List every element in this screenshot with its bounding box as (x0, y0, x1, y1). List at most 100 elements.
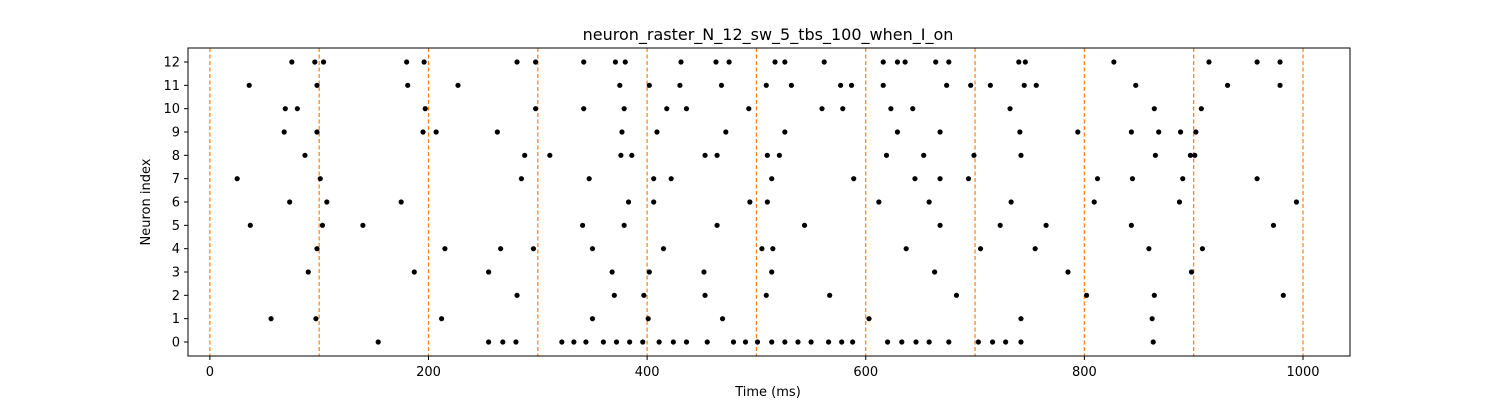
spike-point (764, 152, 770, 158)
spike-point (1149, 316, 1155, 322)
spike-point (641, 292, 647, 298)
spike-point (1075, 129, 1081, 135)
spike-point (609, 269, 615, 275)
spike-point (600, 339, 606, 345)
spike-point (613, 339, 620, 345)
spike-point (1146, 246, 1152, 252)
spike-point (937, 222, 943, 228)
spike-point (317, 176, 323, 182)
spike-point (617, 82, 623, 88)
spike-point (769, 176, 775, 182)
spike-point (360, 222, 366, 228)
spike-point (314, 82, 320, 88)
spike-point (838, 82, 844, 88)
spike-point (933, 59, 939, 65)
x-tick-label: 800 (1072, 365, 1097, 380)
spike-point (533, 106, 539, 112)
spike-point (1017, 129, 1023, 135)
spike-point (968, 82, 974, 88)
spike-point (1180, 176, 1186, 182)
spike-point (305, 269, 311, 275)
spike-point (589, 246, 596, 252)
spike-point (1083, 292, 1090, 298)
spike-point (1277, 59, 1283, 65)
spike-point (782, 129, 788, 135)
spike-point (302, 152, 308, 158)
spike-point (294, 106, 300, 112)
spike-point (1129, 176, 1136, 182)
spike-point (997, 222, 1003, 228)
spike-point (580, 222, 586, 228)
spike-point (769, 269, 775, 275)
spike-point (876, 199, 882, 205)
spike-point (411, 269, 417, 275)
spike-point (486, 269, 492, 275)
spike-point (821, 59, 827, 65)
spike-point (719, 316, 726, 322)
spike-point (801, 222, 808, 228)
spike-point (840, 106, 846, 112)
spike-point (619, 129, 625, 135)
spike-point (421, 59, 427, 65)
x-axis: 0 200 400 600 800 1000 (206, 356, 1320, 380)
spike-point (1022, 59, 1028, 65)
spike-point (989, 339, 996, 345)
y-tick-label: 2 (172, 289, 180, 304)
spike-point (903, 246, 909, 252)
spike-point (730, 339, 737, 345)
spike-point (932, 269, 938, 275)
spike-point (522, 152, 528, 158)
spike-point (1018, 316, 1024, 322)
spike-point (1176, 199, 1183, 205)
spike-point (714, 152, 720, 158)
spike-point (1199, 246, 1206, 252)
spike-point (268, 316, 274, 322)
spike-point (713, 59, 719, 65)
spike-point (651, 176, 657, 182)
spike-point (926, 199, 932, 205)
spike-point (513, 339, 519, 345)
spike-group (234, 59, 1300, 345)
spike-point (702, 152, 708, 158)
spike-point (880, 59, 886, 65)
spike-point (1280, 292, 1286, 298)
chart-title: neuron_raster_N_12_sw_5_tbs_100_when_I_o… (583, 25, 954, 45)
spike-point (899, 339, 905, 345)
spike-point (621, 222, 627, 228)
spike-point (1277, 82, 1283, 88)
spike-point (1293, 199, 1300, 205)
spike-point (1254, 176, 1260, 182)
spike-point (1091, 199, 1097, 205)
spike-point (314, 129, 320, 135)
spike-point (314, 246, 320, 252)
spike-point (668, 176, 674, 182)
spike-point (247, 222, 253, 228)
spike-point (975, 339, 981, 345)
spike-point (583, 339, 589, 345)
spike-point (234, 176, 240, 182)
spike-point (1128, 129, 1134, 135)
spike-point (683, 339, 690, 345)
spike-point (1008, 199, 1014, 205)
spike-point (1018, 339, 1024, 345)
spike-point (1032, 246, 1038, 252)
spike-point (1224, 82, 1231, 88)
spike-point (324, 199, 330, 205)
y-tick-label: 7 (172, 172, 180, 187)
spike-point (827, 292, 833, 298)
x-tick-label: 600 (853, 365, 878, 380)
spike-point (645, 316, 651, 322)
spike-point (902, 59, 908, 65)
y-tick-label: 10 (163, 102, 180, 117)
spike-point (433, 129, 439, 135)
spike-point (1003, 339, 1009, 345)
spike-point (625, 199, 632, 205)
spike-point (953, 292, 960, 298)
spike-point (1033, 82, 1039, 88)
spike-point (494, 129, 500, 135)
spike-point (1133, 82, 1139, 88)
spike-point (618, 152, 624, 158)
spike-point (1254, 59, 1260, 65)
